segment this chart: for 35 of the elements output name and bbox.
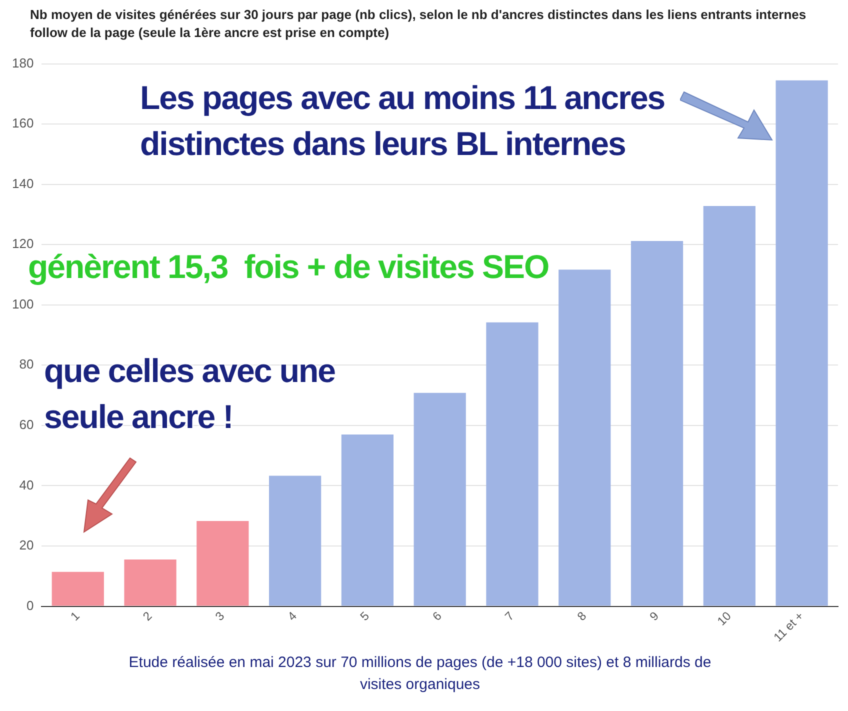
y-tick-label: 180	[12, 55, 34, 70]
y-tick-label: 100	[12, 296, 34, 312]
bar	[703, 206, 756, 606]
bar	[341, 434, 394, 606]
x-tick-label: 6	[430, 608, 445, 624]
chart-title: Nb moyen de visites générées sur 30 jours par page (nb clics), selon le nb d'ancres distinctes dans les liens entrants internes follow de la page (seule la 1ère ancre est prise en compte)	[30, 6, 808, 42]
bar	[124, 560, 176, 606]
bar	[414, 392, 466, 606]
annotation: que celles avec une seule ancre !	[44, 351, 336, 437]
bar	[196, 520, 249, 606]
y-tick-label: 40	[19, 477, 34, 492]
bar	[558, 270, 611, 606]
x-tick-label: 4	[284, 608, 300, 624]
bar	[776, 80, 828, 606]
y-tick-label: 160	[12, 116, 34, 131]
x-tick-label: 11 et +	[770, 608, 806, 644]
bar	[52, 572, 104, 606]
y-tick-label: 20	[19, 538, 34, 553]
text: Etude réalisée en mai 2023 sur 70 millions de pages (de +18 000 sites) et 8 milliards de visites organiques	[128, 653, 712, 695]
x-tick-label: 7	[502, 608, 517, 624]
x-tick-label: 9	[646, 608, 662, 624]
x-tick-label: 2	[140, 608, 155, 624]
y-tick-label: 140	[12, 176, 34, 191]
annotation: Les pages avec au moins 11 ancres distinctes dans leurs BL internes	[140, 78, 666, 164]
x-tick-label: 5	[357, 608, 372, 624]
bar	[486, 322, 538, 606]
x-tick-label: 10	[714, 608, 734, 628]
y-tick-label: 60	[19, 417, 34, 432]
x-tick-label: 8	[574, 608, 590, 624]
x-tick-label: 3	[212, 608, 228, 624]
bar	[630, 241, 684, 606]
y-tick-label: 80	[19, 356, 34, 372]
y-tick-label: 0	[26, 598, 34, 613]
bar	[269, 476, 322, 606]
x-tick-label: 1	[68, 608, 83, 624]
